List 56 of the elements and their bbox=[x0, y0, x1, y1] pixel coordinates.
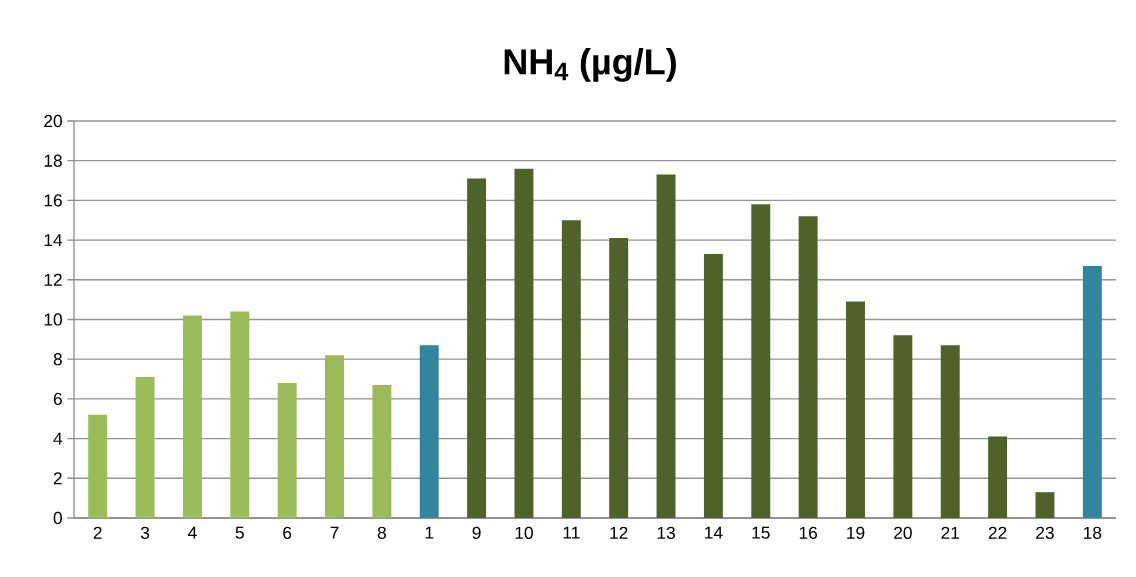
y-tick-label: 20 bbox=[44, 114, 62, 128]
y-tick-label: 8 bbox=[53, 353, 62, 366]
x-tick-label: 2 bbox=[93, 526, 102, 539]
bar bbox=[419, 345, 439, 518]
x-tick-label: 12 bbox=[610, 526, 628, 539]
bar bbox=[277, 383, 297, 518]
bar bbox=[893, 335, 913, 518]
chart-title: NH$_{4}$ (µg/L) bbox=[504, 48, 676, 82]
x-tick-label: 23 bbox=[1036, 526, 1054, 539]
bar bbox=[372, 384, 392, 518]
y-tick-label: 4 bbox=[53, 432, 63, 445]
x-tick-label: 11 bbox=[563, 526, 580, 539]
x-tick-label: 1 bbox=[425, 526, 434, 539]
y-tick-label: 12 bbox=[44, 273, 62, 286]
bar bbox=[703, 253, 723, 518]
x-tick-label: 19 bbox=[847, 526, 865, 539]
x-tick-label: 20 bbox=[894, 526, 912, 539]
bar bbox=[88, 414, 108, 518]
x-tick-label: 22 bbox=[988, 526, 1007, 539]
x-tick-label: 21 bbox=[941, 526, 960, 539]
bar bbox=[182, 315, 202, 518]
bar bbox=[798, 216, 818, 518]
x-tick-label: 4 bbox=[187, 526, 197, 539]
x-tick-label: 7 bbox=[330, 526, 339, 539]
bar bbox=[1035, 492, 1055, 518]
bar bbox=[609, 238, 629, 518]
bar bbox=[751, 204, 771, 518]
bar bbox=[1082, 265, 1102, 518]
bar bbox=[846, 301, 865, 518]
bar bbox=[230, 311, 250, 518]
y-tick-label: 18 bbox=[44, 154, 62, 167]
x-tick-label: 18 bbox=[1083, 526, 1102, 539]
bar bbox=[135, 377, 155, 518]
x-tick-label: 16 bbox=[799, 526, 818, 539]
y-tick-label: 10 bbox=[44, 313, 62, 326]
bar bbox=[988, 436, 1008, 518]
x-tick-label: 15 bbox=[752, 526, 770, 539]
y-tick-label: 14 bbox=[44, 234, 63, 247]
x-tick-label: 5 bbox=[235, 526, 244, 539]
x-tick-label: 9 bbox=[472, 526, 481, 539]
bar bbox=[325, 355, 344, 518]
x-tick-label: 13 bbox=[657, 526, 675, 539]
bar bbox=[940, 345, 960, 518]
x-tick-label: 8 bbox=[377, 526, 386, 539]
y-tick-label: 2 bbox=[53, 472, 62, 485]
bar bbox=[561, 220, 581, 518]
y-tick-label: 16 bbox=[44, 194, 62, 207]
x-tick-label: 6 bbox=[283, 526, 292, 539]
x-tick-label: 10 bbox=[515, 526, 533, 539]
bar bbox=[514, 168, 534, 518]
y-tick-label: 6 bbox=[53, 392, 62, 406]
y-tick-label: 0 bbox=[53, 511, 62, 525]
bar bbox=[656, 174, 676, 518]
x-tick-label: 14 bbox=[705, 526, 723, 539]
x-tick-label: 3 bbox=[140, 526, 150, 539]
bar bbox=[467, 178, 487, 518]
